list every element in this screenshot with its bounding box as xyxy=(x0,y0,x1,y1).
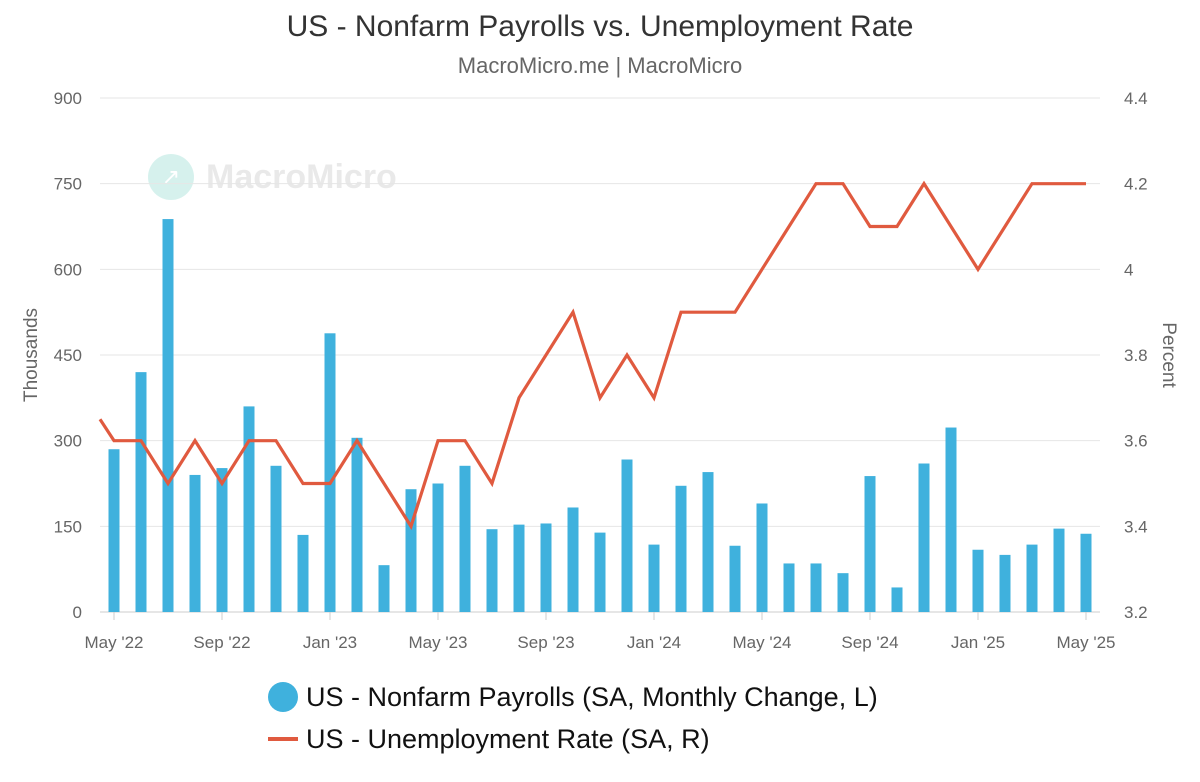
payroll-bar xyxy=(783,563,795,612)
payroll-bar xyxy=(1080,533,1092,612)
left-tick-label: 600 xyxy=(54,260,82,279)
watermark: ↗ MacroMicro xyxy=(148,154,397,200)
payroll-bar xyxy=(675,485,687,612)
chart-title: US - Nonfarm Payrolls vs. Unemployment R… xyxy=(286,10,914,43)
x-axis-ticks: May '22 Sep '22 Jan '23 May '23 Sep '23 Jan '… xyxy=(85,612,1116,652)
left-tick-label: 900 xyxy=(54,89,82,108)
payroll-bar xyxy=(486,529,498,612)
x-tick-label: May '22 xyxy=(85,633,144,652)
payroll-bar xyxy=(702,472,714,612)
watermark-text: MacroMicro xyxy=(206,157,397,196)
payroll-bar xyxy=(1026,544,1038,612)
x-tick-label: Jan '24 xyxy=(627,633,681,652)
payroll-bar xyxy=(891,587,903,612)
x-tick-label: Sep '23 xyxy=(517,633,574,652)
left-tick-label: 450 xyxy=(54,346,82,365)
payroll-bar xyxy=(756,503,768,612)
x-tick-label: Jan '25 xyxy=(951,633,1005,652)
right-axis-title: Percent xyxy=(1158,322,1179,388)
payroll-bar xyxy=(378,565,390,612)
legend-label-unemployment: US - Unemployment Rate (SA, R) xyxy=(306,723,710,754)
x-tick-label: Jan '23 xyxy=(303,633,357,652)
legend-item-unemployment[interactable]: US - Unemployment Rate (SA, R) xyxy=(268,718,878,760)
legend-line-swatch xyxy=(268,737,298,741)
payroll-bar xyxy=(351,437,363,612)
right-tick-label: 4.2 xyxy=(1124,175,1148,194)
payroll-bar xyxy=(594,532,606,612)
payroll-bar xyxy=(621,459,633,612)
payroll-bar xyxy=(189,474,201,612)
payroll-bar xyxy=(324,333,336,612)
payroll-bar xyxy=(567,507,579,612)
left-tick-label: 0 xyxy=(73,603,82,622)
right-axis-ticks: 3.2 3.4 3.6 3.8 4 4.2 4.4 xyxy=(1124,89,1148,622)
payroll-bar xyxy=(135,372,147,612)
payroll-bar xyxy=(729,545,741,612)
legend-bar-swatch xyxy=(268,682,298,712)
legend-label-payrolls: US - Nonfarm Payrolls (SA, Monthly Chang… xyxy=(306,681,878,712)
payroll-bar xyxy=(972,549,984,612)
right-tick-label: 4 xyxy=(1124,260,1133,279)
payroll-bar xyxy=(810,563,822,612)
left-axis-ticks: 0 150 300 450 600 750 900 xyxy=(54,89,82,622)
chart-subtitle: MacroMicro.me | MacroMicro xyxy=(457,53,743,78)
legend: US - Nonfarm Payrolls (SA, Monthly Chang… xyxy=(268,676,878,760)
payroll-bar xyxy=(432,483,444,612)
payroll-bar xyxy=(648,544,660,612)
payroll-bar xyxy=(297,534,309,612)
payroll-bar xyxy=(216,468,228,612)
payroll-bar xyxy=(945,427,957,612)
right-tick-label: 3.6 xyxy=(1124,432,1148,451)
x-tick-label: May '24 xyxy=(733,633,792,652)
payroll-bar xyxy=(162,219,174,612)
left-tick-label: 300 xyxy=(54,432,82,451)
right-tick-label: 4.4 xyxy=(1124,89,1148,108)
payroll-bar xyxy=(513,524,525,612)
legend-item-payrolls[interactable]: US - Nonfarm Payrolls (SA, Monthly Chang… xyxy=(268,676,878,718)
payroll-bar xyxy=(540,523,552,612)
left-axis-title: Thousands xyxy=(21,308,42,402)
payroll-bar xyxy=(405,489,417,612)
payroll-bar xyxy=(999,554,1011,612)
payroll-bar xyxy=(918,463,930,612)
unemployment-line-group xyxy=(98,180,1086,531)
payrolls-bars xyxy=(108,219,1092,612)
unemployment-line xyxy=(98,180,1086,531)
x-tick-label: Sep '22 xyxy=(193,633,250,652)
payroll-bar xyxy=(243,406,255,612)
right-tick-label: 3.8 xyxy=(1124,346,1148,365)
payroll-bar xyxy=(459,465,471,612)
x-tick-label: May '23 xyxy=(409,633,468,652)
x-tick-label: May '25 xyxy=(1057,633,1116,652)
right-tick-label: 3.2 xyxy=(1124,603,1148,622)
right-tick-label: 3.4 xyxy=(1124,517,1148,536)
payroll-bar xyxy=(837,573,849,612)
payroll-bar xyxy=(270,465,282,612)
x-tick-label: Sep '24 xyxy=(841,633,898,652)
payroll-bar xyxy=(864,476,876,612)
left-tick-label: 150 xyxy=(54,517,82,536)
trend-chart-icon: ↗ xyxy=(148,154,194,200)
left-tick-label: 750 xyxy=(54,175,82,194)
payroll-bar xyxy=(1053,528,1065,612)
payroll-bar xyxy=(108,449,120,612)
